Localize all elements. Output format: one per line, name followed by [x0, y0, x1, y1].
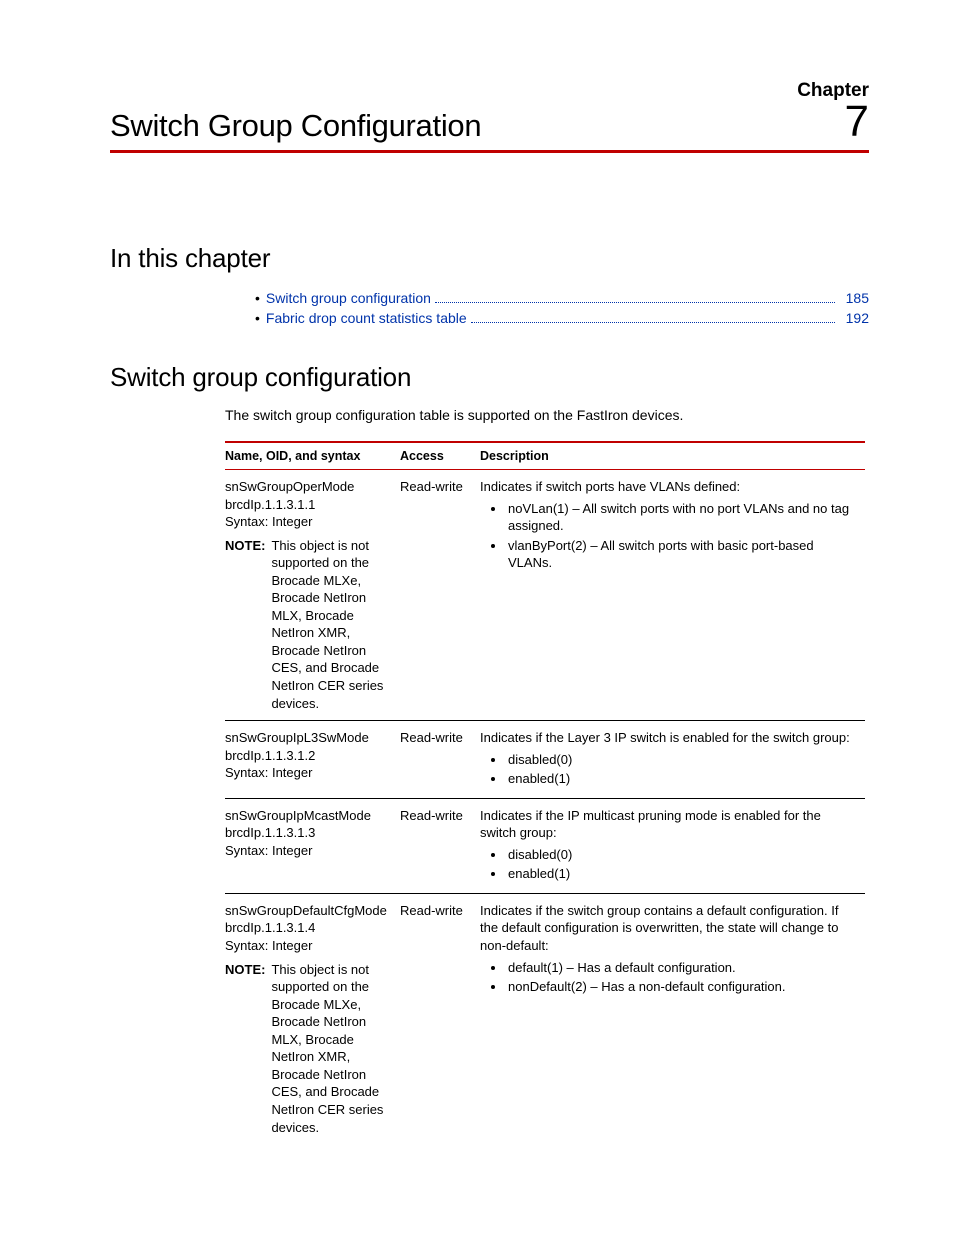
desc-list-item: disabled(0) [506, 846, 855, 864]
note-text: This object is not supported on the Broc… [271, 537, 390, 712]
page: Chapter Switch Group Configuration 7 In … [0, 0, 954, 1235]
desc-list-item: vlanByPort(2) – All switch ports with ba… [506, 537, 855, 572]
cell-access: Read-write [400, 798, 480, 893]
cell-description: Indicates if the Layer 3 IP switch is en… [480, 721, 865, 799]
note-block: NOTE:This object is not supported on the… [225, 961, 390, 1136]
col-header-name: Name, OID, and syntax [225, 442, 400, 470]
col-header-desc: Description [480, 442, 865, 470]
section-heading-in-this-chapter: In this chapter [110, 243, 869, 274]
toc-page-number: 192 [841, 310, 869, 326]
object-name: snSwGroupIpMcastMode [225, 807, 390, 825]
object-syntax: Syntax: Integer [225, 513, 390, 531]
cell-access: Read-write [400, 893, 480, 1144]
note-text: This object is not supported on the Broc… [271, 961, 390, 1136]
object-oid: brcdIp.1.1.3.1.2 [225, 747, 390, 765]
col-header-access: Access [400, 442, 480, 470]
object-oid: brcdIp.1.1.3.1.1 [225, 496, 390, 514]
chapter-title: Switch Group Configuration [110, 108, 481, 144]
cell-name-oid-syntax: snSwGroupDefaultCfgModebrcdIp.1.1.3.1.4S… [225, 893, 400, 1144]
bullet-icon: • [255, 290, 260, 306]
cell-name-oid-syntax: snSwGroupOperModebrcdIp.1.1.3.1.1Syntax:… [225, 470, 400, 721]
desc-intro: Indicates if the IP multicast pruning mo… [480, 807, 855, 842]
object-oid: brcdIp.1.1.3.1.4 [225, 919, 390, 937]
desc-list-item: noVLan(1) – All switch ports with no por… [506, 500, 855, 535]
cell-description: Indicates if the switch group contains a… [480, 893, 865, 1144]
object-name: snSwGroupIpL3SwMode [225, 729, 390, 747]
chapter-header: Switch Group Configuration 7 [110, 104, 869, 153]
toc-page-number: 185 [841, 290, 869, 306]
toc-entry[interactable]: • Fabric drop count statistics table 192 [255, 310, 869, 326]
note-block: NOTE:This object is not supported on the… [225, 537, 390, 712]
table-header-row: Name, OID, and syntax Access Description [225, 442, 865, 470]
toc-entry[interactable]: • Switch group configuration 185 [255, 290, 869, 306]
intro-text: The switch group configuration table is … [225, 407, 869, 423]
object-name: snSwGroupDefaultCfgMode [225, 902, 390, 920]
object-oid: brcdIp.1.1.3.1.3 [225, 824, 390, 842]
table-row: snSwGroupDefaultCfgModebrcdIp.1.1.3.1.4S… [225, 893, 865, 1144]
desc-list: disabled(0)enabled(1) [480, 846, 855, 883]
object-syntax: Syntax: Integer [225, 937, 390, 955]
desc-intro: Indicates if the Layer 3 IP switch is en… [480, 729, 855, 747]
chapter-number: 7 [845, 104, 869, 139]
mib-table: Name, OID, and syntax Access Description… [225, 441, 865, 1144]
note-label: NOTE: [225, 537, 265, 712]
note-label: NOTE: [225, 961, 265, 1136]
cell-description: Indicates if the IP multicast pruning mo… [480, 798, 865, 893]
object-name: snSwGroupOperMode [225, 478, 390, 496]
object-syntax: Syntax: Integer [225, 842, 390, 860]
chapter-label: Chapter [110, 80, 869, 102]
cell-description: Indicates if switch ports have VLANs def… [480, 470, 865, 721]
cell-access: Read-write [400, 721, 480, 799]
desc-list-item: enabled(1) [506, 770, 855, 788]
table-row: snSwGroupIpMcastModebrcdIp.1.1.3.1.3Synt… [225, 798, 865, 893]
toc-leader-dots [435, 302, 835, 303]
cell-access: Read-write [400, 470, 480, 721]
section-heading-switch-group-config: Switch group configuration [110, 362, 869, 393]
table-row: snSwGroupOperModebrcdIp.1.1.3.1.1Syntax:… [225, 470, 865, 721]
cell-name-oid-syntax: snSwGroupIpMcastModebrcdIp.1.1.3.1.3Synt… [225, 798, 400, 893]
toc-link-label: Switch group configuration [266, 290, 431, 306]
desc-list-item: disabled(0) [506, 751, 855, 769]
desc-list: default(1) – Has a default configuration… [480, 959, 855, 996]
table-row: snSwGroupIpL3SwModebrcdIp.1.1.3.1.2Synta… [225, 721, 865, 799]
toc-leader-dots [471, 322, 835, 323]
desc-list: noVLan(1) – All switch ports with no por… [480, 500, 855, 572]
desc-list-item: default(1) – Has a default configuration… [506, 959, 855, 977]
toc: • Switch group configuration 185 • Fabri… [255, 290, 869, 326]
desc-intro: Indicates if switch ports have VLANs def… [480, 478, 855, 496]
desc-list-item: nonDefault(2) – Has a non-default config… [506, 978, 855, 996]
desc-intro: Indicates if the switch group contains a… [480, 902, 855, 955]
desc-list: disabled(0)enabled(1) [480, 751, 855, 788]
cell-name-oid-syntax: snSwGroupIpL3SwModebrcdIp.1.1.3.1.2Synta… [225, 721, 400, 799]
object-syntax: Syntax: Integer [225, 764, 390, 782]
bullet-icon: • [255, 310, 260, 326]
toc-link-label: Fabric drop count statistics table [266, 310, 467, 326]
desc-list-item: enabled(1) [506, 865, 855, 883]
